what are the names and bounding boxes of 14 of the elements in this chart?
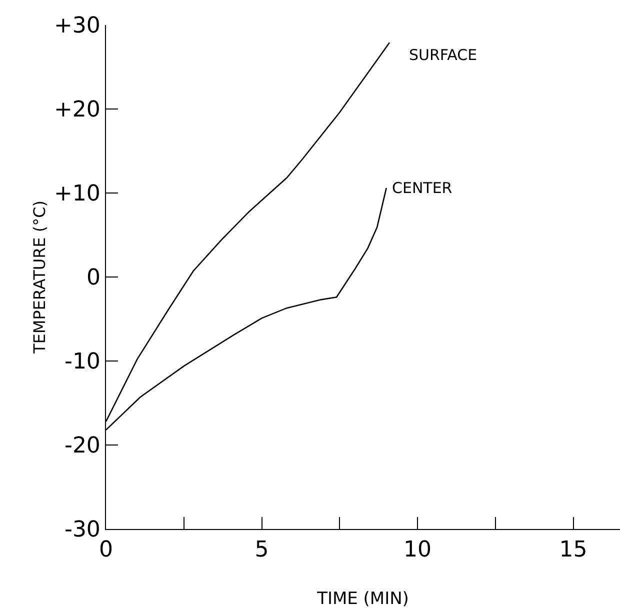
x-tick-label: 10 [404,538,432,563]
y-axis-title: TEMPERATURE (°C) [30,200,49,355]
y-tick-label: -10 [64,350,100,375]
x-tick-label: 5 [254,538,269,563]
x-tick-label: 15 [559,538,588,563]
y-tick-label: -20 [64,434,100,459]
y-tick-label: +30 [54,14,100,39]
series-label: SURFACE [409,46,478,64]
y-tick-label: 0 [86,266,100,291]
series-label: CENTER [392,179,452,197]
y-tick-label: +20 [54,98,100,123]
y-tick-label: +10 [54,182,100,207]
y-tick-label: -30 [64,518,100,543]
x-axis-title: TIME (MIN) [316,588,409,609]
